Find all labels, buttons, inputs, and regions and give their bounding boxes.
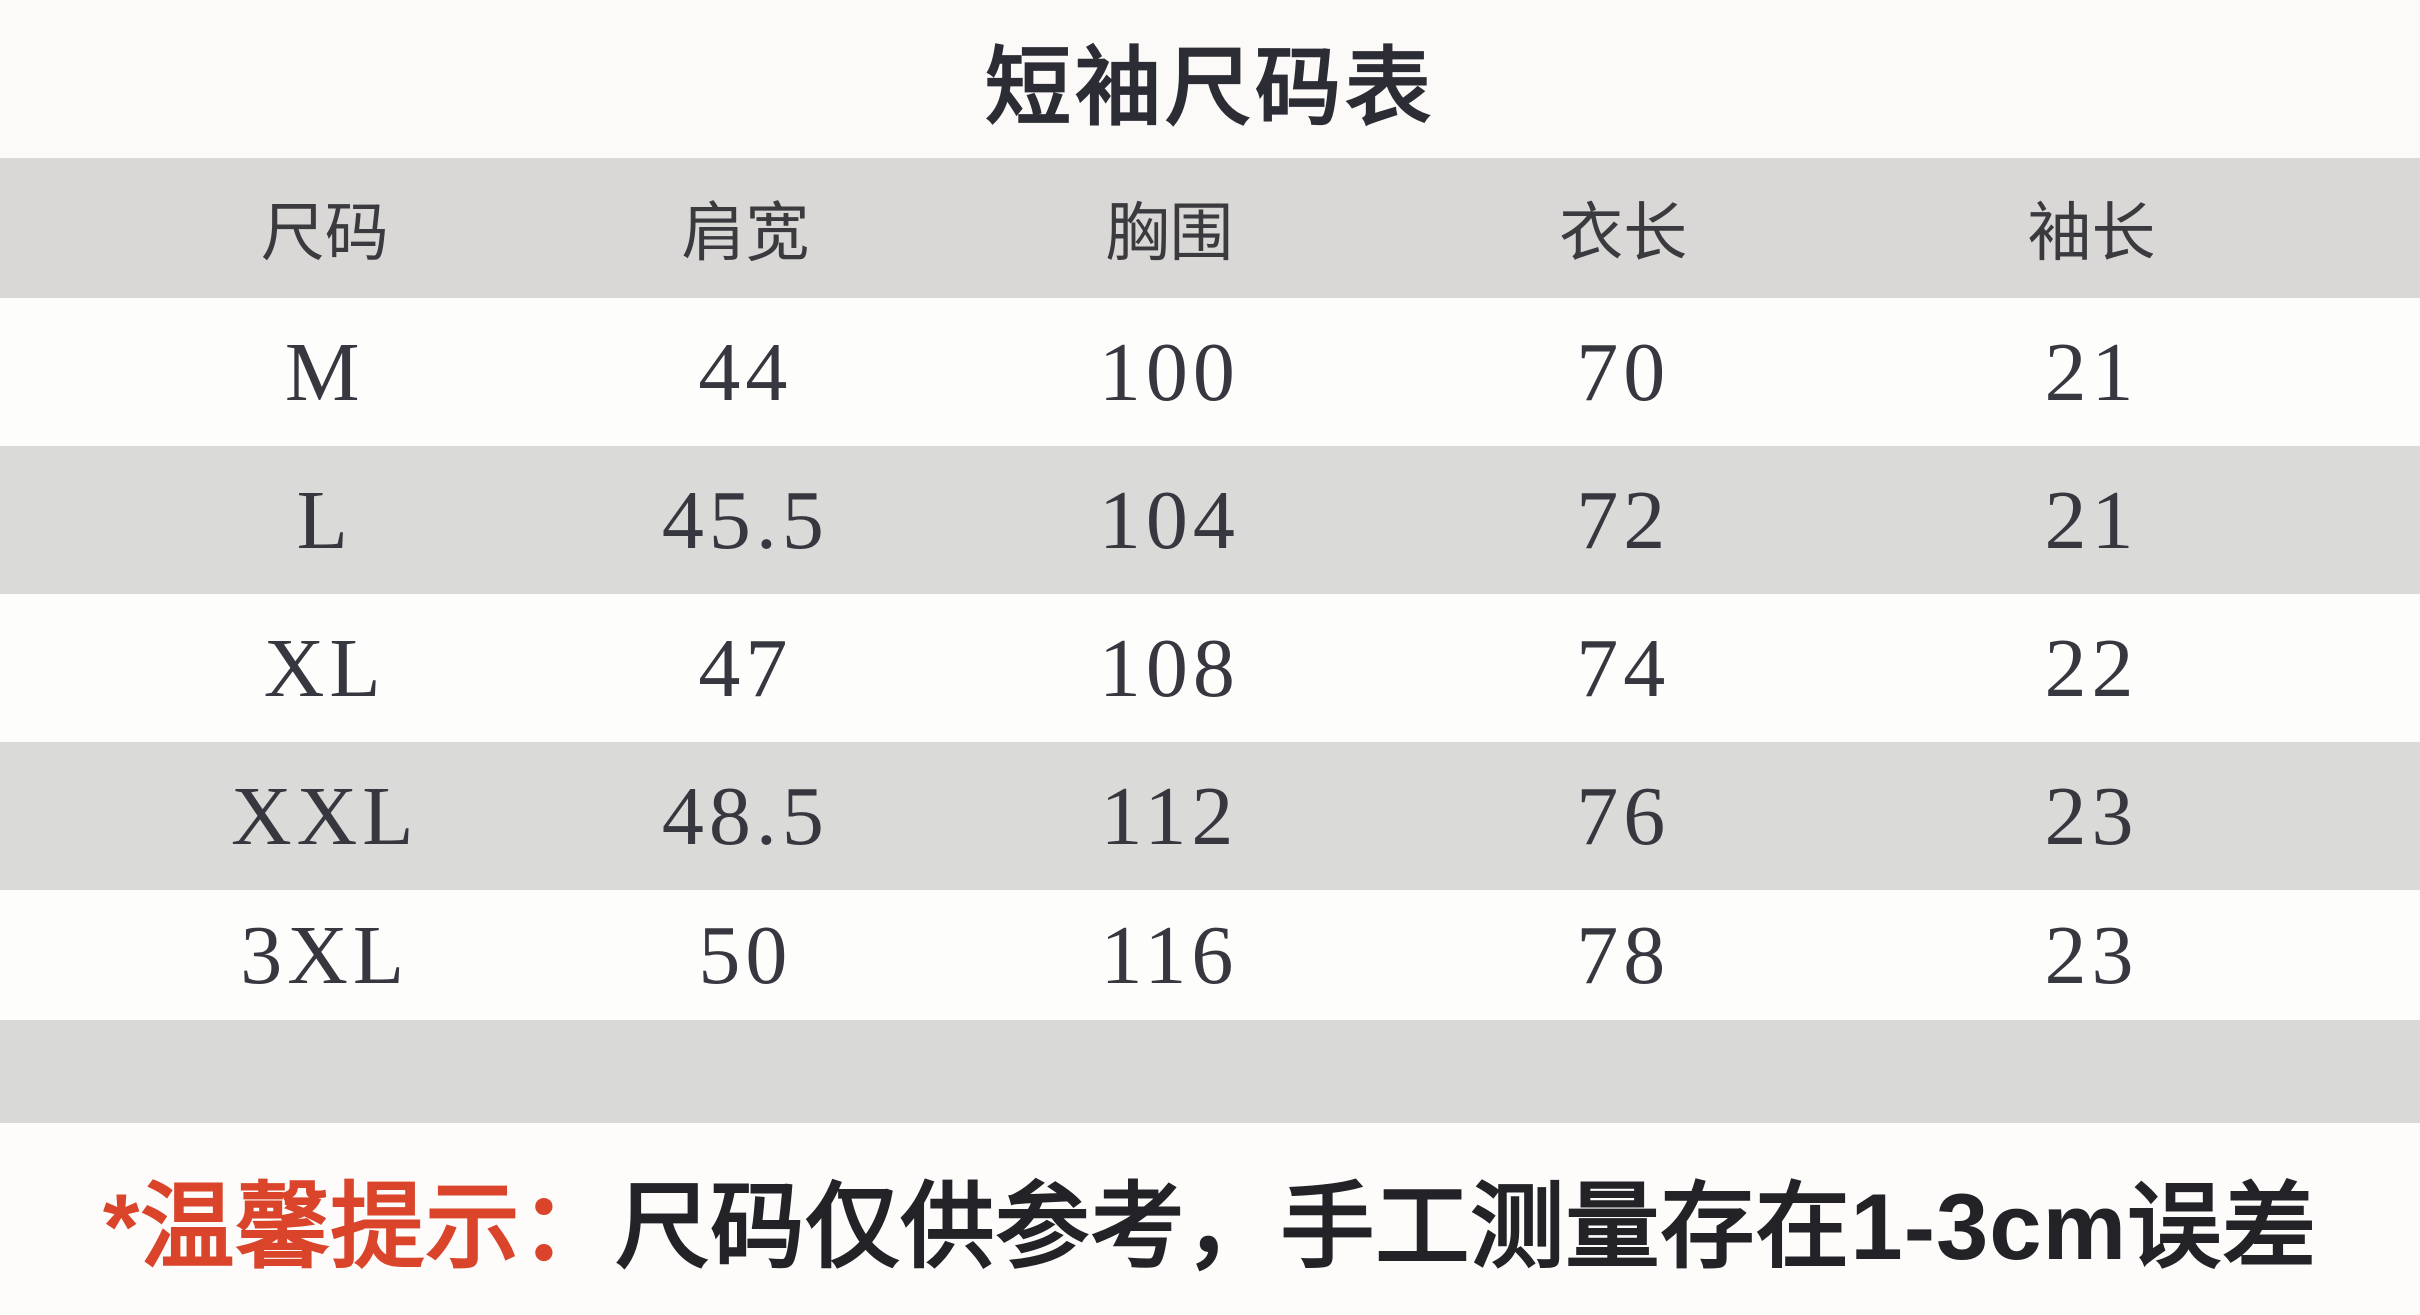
header-shoulder-cell: 肩宽	[681, 197, 810, 269]
header-length-cell: 衣长	[1559, 197, 1688, 269]
table-header-row: 尺码 肩宽 胸围 衣长 袖长	[0, 158, 2420, 298]
chest-cell: 104	[1098, 473, 1240, 567]
sleeve-cell: 23	[2044, 769, 2139, 863]
title-band: 短袖尺码表	[0, 0, 2420, 158]
shoulder-cell: 47	[698, 621, 793, 715]
chest-cell: 116	[1100, 908, 1239, 1002]
sleeve-cell: 21	[2044, 473, 2139, 567]
length-cell: 76	[1576, 769, 1671, 863]
size-cell: 3XL	[240, 908, 410, 1002]
size-table: 尺码 肩宽 胸围 衣长 袖长 M 44 100 70 21 L 45.5 104…	[0, 158, 2420, 1020]
page-title: 短袖尺码表	[985, 39, 1435, 136]
table-row-xxl: XXL 48.5 112 76 23	[0, 742, 2420, 890]
shoulder-cell: 48.5	[661, 769, 829, 863]
chest-cell: 100	[1098, 325, 1240, 419]
size-cell: XXL	[230, 769, 419, 863]
length-cell: 78	[1576, 908, 1671, 1002]
length-cell: 70	[1576, 325, 1671, 419]
footer-note-text: 尺码仅供参考，手工测量存在1-3cm误差	[615, 1174, 2318, 1279]
header-sleeve-cell: 袖长	[2027, 197, 2156, 269]
length-cell: 74	[1576, 621, 1671, 715]
size-cell: XL	[263, 621, 386, 715]
size-cell: L	[296, 473, 353, 567]
chest-cell: 108	[1098, 621, 1240, 715]
shoulder-cell: 44	[698, 325, 793, 419]
table-row-m: M 44 100 70 21	[0, 298, 2420, 446]
sleeve-cell: 21	[2044, 325, 2139, 419]
bottom-spacer-band	[0, 1020, 2420, 1123]
sleeve-cell: 22	[2044, 621, 2139, 715]
shoulder-cell: 50	[698, 908, 793, 1002]
footer-note: *温馨提示： 尺码仅供参考，手工测量存在1-3cm误差	[0, 1123, 2420, 1315]
footer-note-prefix: *温馨提示：	[102, 1174, 616, 1279]
shoulder-cell: 45.5	[661, 473, 829, 567]
header-chest-cell: 胸围	[1105, 197, 1234, 269]
sleeve-cell: 23	[2044, 908, 2139, 1002]
length-cell: 72	[1576, 473, 1671, 567]
chest-cell: 112	[1100, 769, 1239, 863]
size-cell: M	[284, 325, 365, 419]
header-size-cell: 尺码	[260, 197, 389, 269]
table-row-xl: XL 47 108 74 22	[0, 594, 2420, 742]
table-row-l: L 45.5 104 72 21	[0, 446, 2420, 594]
table-row-3xl: 3XL 50 116 78 23	[0, 890, 2420, 1020]
